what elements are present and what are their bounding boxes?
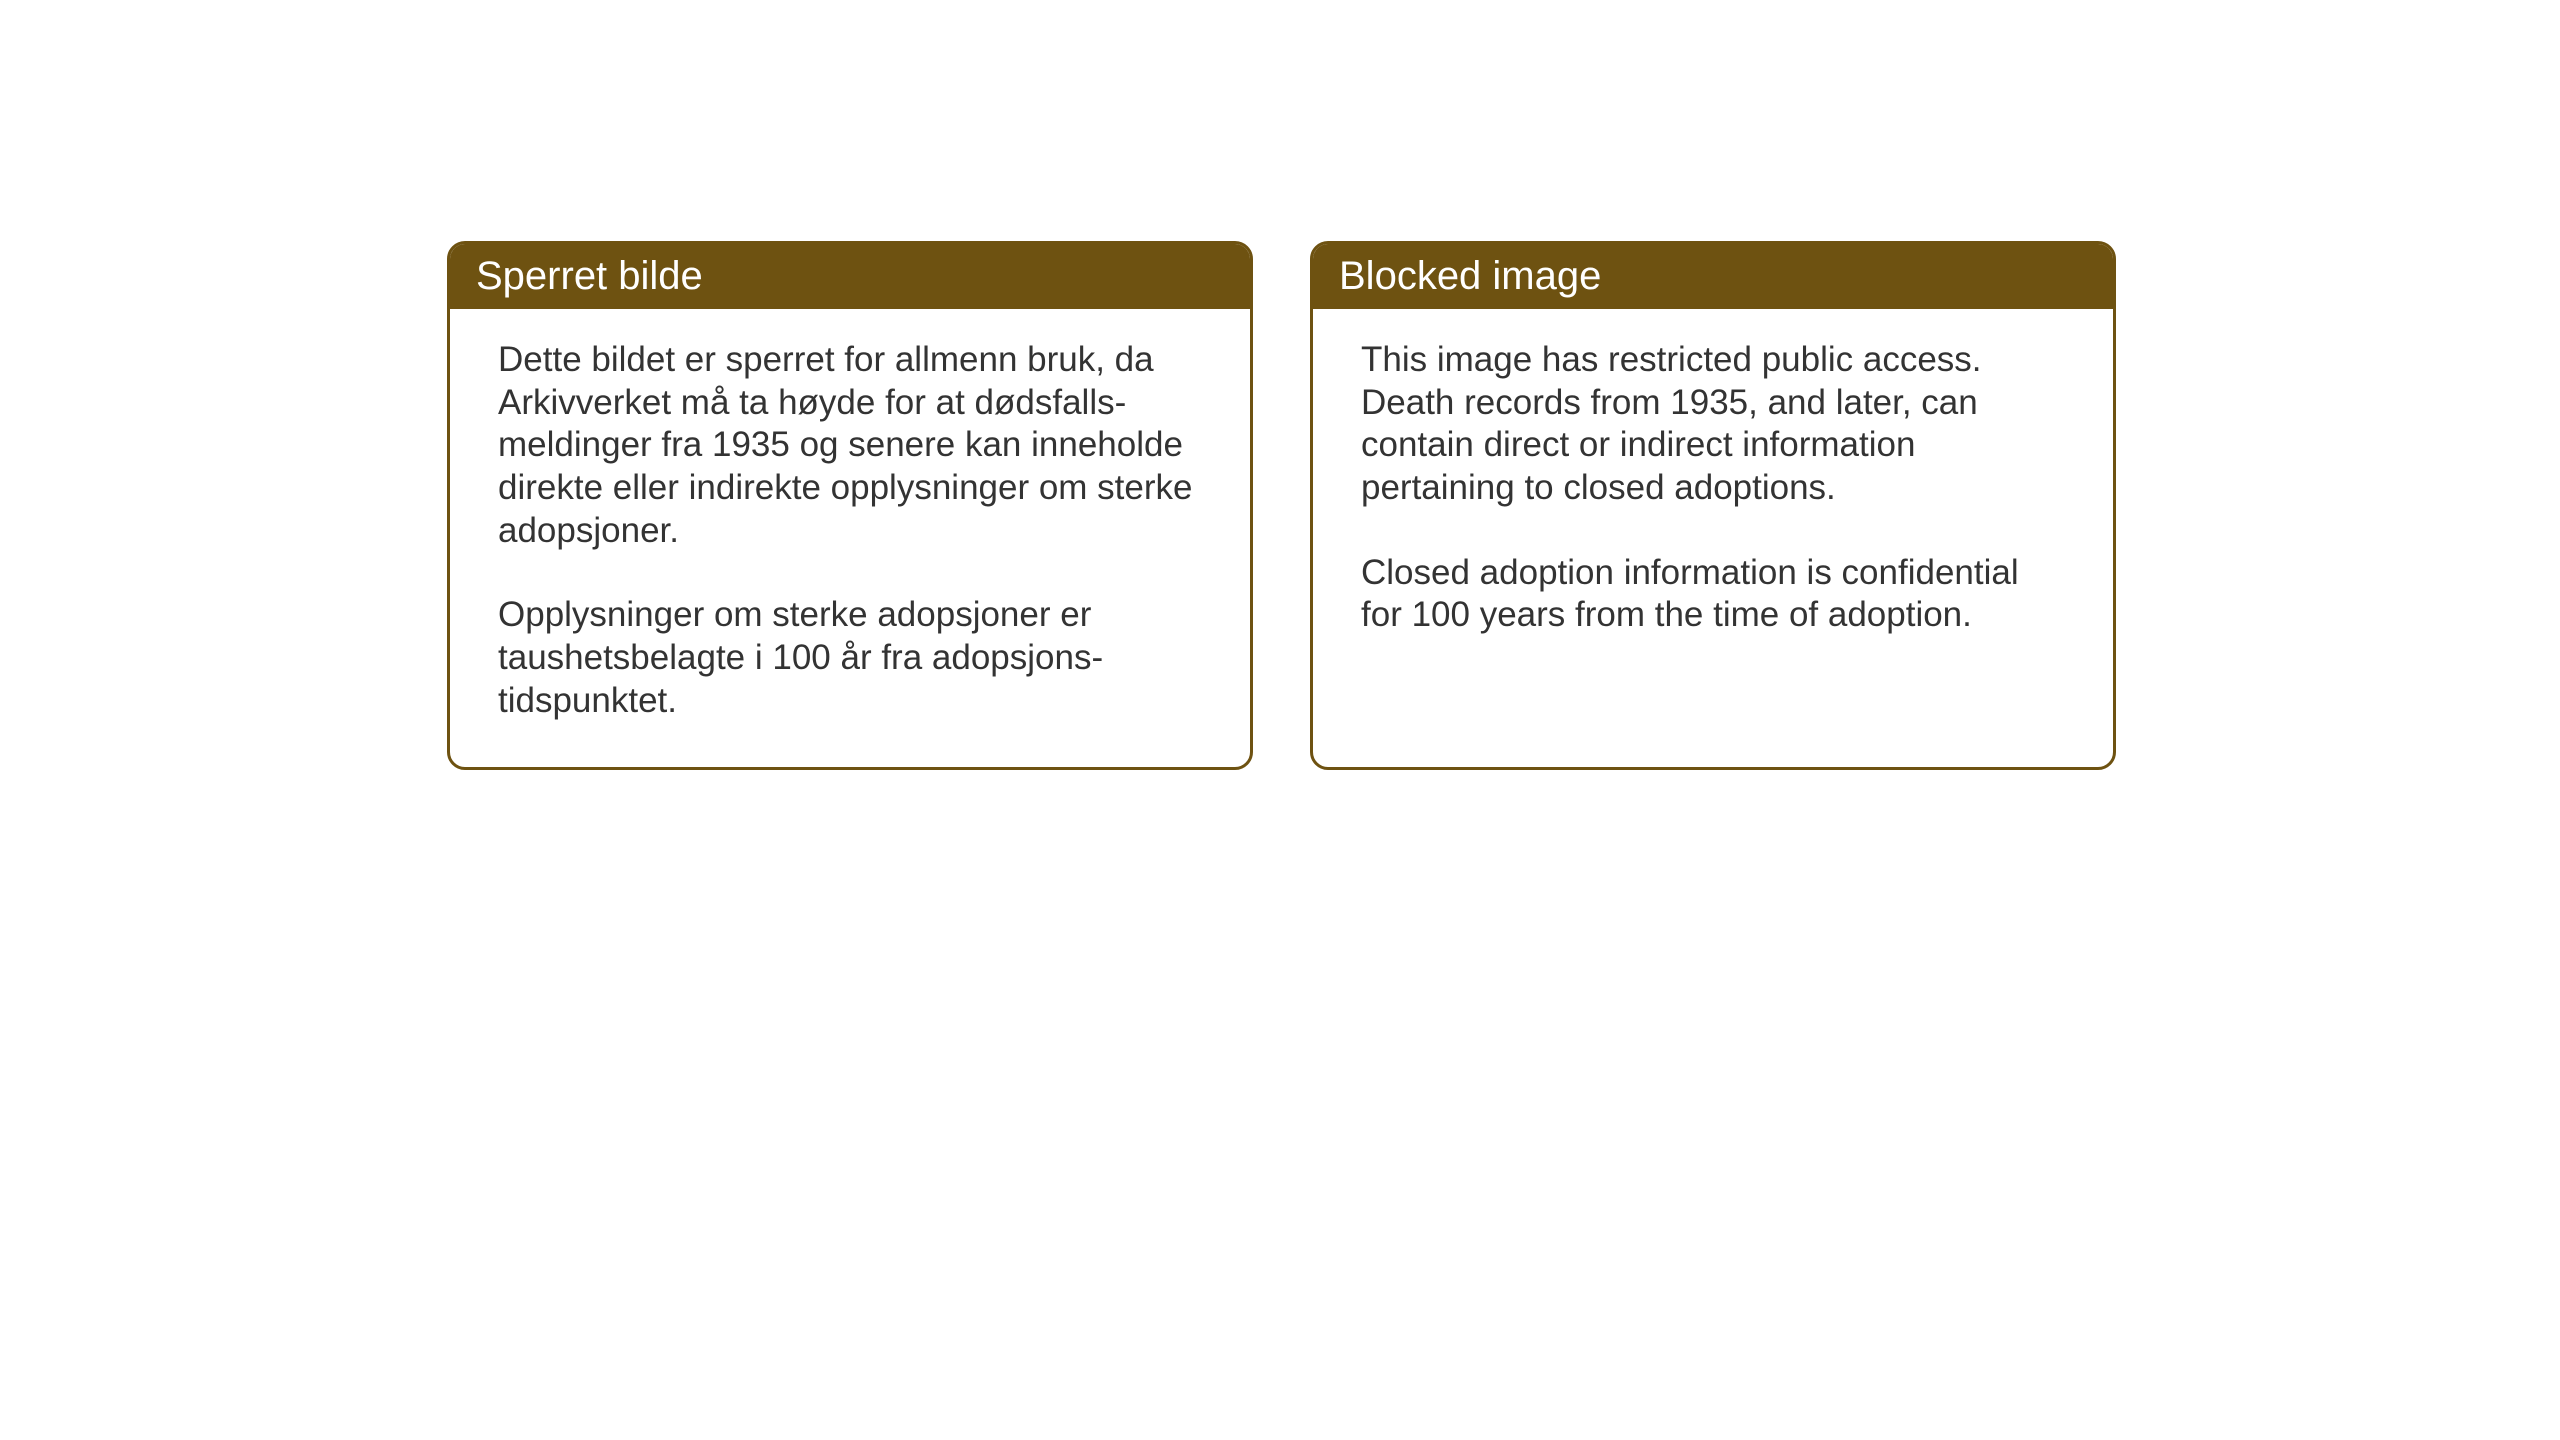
english-paragraph-1: This image has restricted public access.…	[1361, 339, 2065, 510]
norwegian-paragraph-2: Opplysninger om sterke adopsjoner er tau…	[498, 594, 1202, 722]
english-card-body: This image has restricted public access.…	[1313, 309, 2113, 681]
norwegian-card-body: Dette bildet er sperret for allmenn bruk…	[450, 309, 1250, 767]
english-card-title: Blocked image	[1313, 244, 2113, 309]
notice-container: Sperret bilde Dette bildet er sperret fo…	[447, 241, 2116, 770]
english-paragraph-2: Closed adoption information is confident…	[1361, 552, 2065, 637]
norwegian-paragraph-1: Dette bildet er sperret for allmenn bruk…	[498, 339, 1202, 552]
english-notice-card: Blocked image This image has restricted …	[1310, 241, 2116, 770]
norwegian-notice-card: Sperret bilde Dette bildet er sperret fo…	[447, 241, 1253, 770]
norwegian-card-title: Sperret bilde	[450, 244, 1250, 309]
